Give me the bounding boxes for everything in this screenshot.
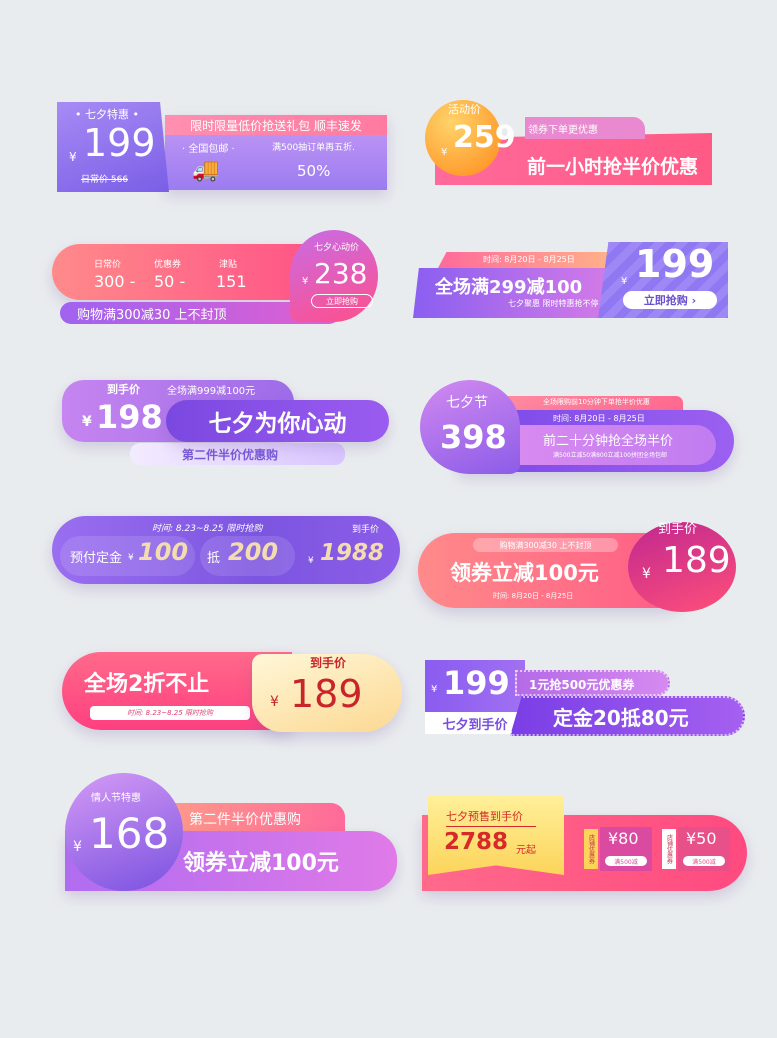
headline: 全场2折不止 xyxy=(84,672,210,697)
discount: 50% xyxy=(297,162,331,180)
top-label: 全场满999减100元 xyxy=(167,386,256,397)
shipping-label: · 全国包邮 · xyxy=(182,144,235,155)
banner-presale-2788: 七夕预售到手价 2788 元起 店铺优惠券 ¥80 满500减 店铺优惠券 ¥5… xyxy=(422,795,747,893)
currency: ¥ xyxy=(270,694,279,710)
price: 238 xyxy=(314,257,368,290)
headline: 前一小时抢半价优惠 xyxy=(527,156,699,178)
sub: 满500立减50满800立减100拼团全场包邮 xyxy=(553,452,667,459)
top-label: 全场限购前10分钟下单抢半价优惠 xyxy=(543,398,650,406)
label: 七夕到手价 xyxy=(425,712,525,734)
currency: ¥ xyxy=(308,556,314,566)
banner-presale-1988: 时间: 8.23~8.25 限时抢购 预付定金 ¥ 100 抵 200 到手价 … xyxy=(52,516,400,584)
coupon-condition: 满500减 xyxy=(683,856,725,866)
deposit-amount: 100 xyxy=(138,538,189,566)
price: 259 xyxy=(453,120,516,155)
label-daily: 日常价 xyxy=(94,260,122,270)
headline: 限时限量低价抢送礼包 顺丰速发 xyxy=(165,115,387,135)
label: 到手价 xyxy=(658,522,698,537)
promo-label: 满500抽订单再五折. xyxy=(272,143,356,153)
currency: ¥ xyxy=(69,150,77,164)
offset-label: 抵 xyxy=(207,551,221,566)
label: 到手价 xyxy=(107,383,140,396)
coupon-side-label: 店铺优惠券 xyxy=(662,829,676,869)
circle-label: 七夕心动价 xyxy=(314,243,360,253)
time: 时间: 8月20日 - 8月25日 xyxy=(553,414,645,423)
price: 2788 xyxy=(444,829,509,855)
value-daily: 300 - xyxy=(94,272,136,291)
banner-238: 购物满300减30 上不封顶 日常价 优惠券 津贴 300 - 50 - 151… xyxy=(52,230,378,326)
price: 189 xyxy=(290,672,363,716)
banner-168: 第二件半价优惠购 领券立减100元 情人节特惠 ¥ 168 xyxy=(65,773,397,893)
buy-now-button[interactable]: 立即抢购 › xyxy=(623,291,717,309)
headline: 前二十分钟抢全场半价 xyxy=(543,434,674,449)
price: 398 xyxy=(440,418,507,456)
sub: 七夕聚惠 限时特惠抢不停 xyxy=(508,299,599,308)
currency: ¥ xyxy=(302,276,309,287)
banner-198: 第二件半价优惠购 到手价 全场满999减100元 ¥ 198 七夕为你心动 xyxy=(62,378,392,466)
value-subsidy: 151 xyxy=(216,272,247,291)
currency: ¥ xyxy=(642,566,651,582)
coupon-side-label: 店铺优惠券 xyxy=(584,829,598,869)
top-label: 1元抢500元优惠券 xyxy=(529,678,635,692)
headline: 领券立减100元 xyxy=(183,851,339,876)
top-label: 购物满300减30 上不封顶 xyxy=(473,538,618,552)
price: 199 xyxy=(443,664,510,702)
time: 时间: 8.23~8.25 限时抢购 xyxy=(152,524,263,534)
footer: 第二件半价优惠购 xyxy=(182,448,279,462)
currency: ¥ xyxy=(621,276,628,287)
headline: 领券立减100元 xyxy=(450,561,599,585)
currency: ¥ xyxy=(431,684,438,695)
currency: ¥ xyxy=(441,147,448,158)
banner-20pct-189: 全场2折不止 时间: 8.23~8.25 限时抢购 到手价 ¥ 189 xyxy=(62,652,402,734)
price: 199 xyxy=(635,242,715,286)
headline: 全场满299减100 xyxy=(435,277,583,298)
price: 168 xyxy=(89,809,170,858)
coupon-value: ¥50 xyxy=(686,829,717,848)
price: 198 xyxy=(96,398,163,436)
banner-299-minus-100: 时间: 8月20日 - 8月25日 全场满299减100 七夕聚惠 限时特惠抢不… xyxy=(413,240,728,320)
banner-activity-259: 领券下单更优惠 前一小时抢半价优惠 活动价 ¥ 259 xyxy=(415,95,715,187)
price-suffix: 元起 xyxy=(516,845,536,856)
currency: ¥ xyxy=(128,553,134,563)
label-coupon: 优惠券 xyxy=(154,260,182,270)
tag: • 七夕特惠 • xyxy=(75,108,139,121)
label: 七夕节 xyxy=(446,395,488,411)
offset-amount: 200 xyxy=(228,538,279,566)
headline: 七夕为你心动 xyxy=(166,400,389,442)
banner-coupon-189: 购物满300减30 上不封顶 领券立减100元 时间: 8月20日 - 8月25… xyxy=(418,520,740,612)
label: 到手价 xyxy=(310,656,347,670)
headline: 定金20抵80元 xyxy=(553,706,689,730)
footer: 购物满300减30 上不封顶 xyxy=(77,308,227,323)
banner-qixi-199: 限时限量低价抢送礼包 顺丰速发 · 全国包邮 · 🚚 满500抽订单再五折. 5… xyxy=(57,102,387,192)
coupon-condition: 满500减 xyxy=(605,856,647,866)
value-coupon: 50 - xyxy=(154,272,186,291)
deposit-label: 预付定金 xyxy=(70,551,123,566)
tag: 情人节特惠 xyxy=(91,793,141,804)
currency: ¥ xyxy=(82,414,92,430)
label-subsidy: 津贴 xyxy=(219,260,238,270)
original-price: 日常价 566 xyxy=(81,175,129,185)
buy-now-button[interactable]: 立即抢购 xyxy=(311,294,373,308)
truck-icon: 🚚 xyxy=(192,158,220,183)
price: 189 xyxy=(662,540,731,581)
label: 活动价 xyxy=(448,103,481,116)
coupon-value: ¥80 xyxy=(608,829,639,848)
time: 时间: 8月20日 - 8月25日 xyxy=(483,255,575,264)
coupon[interactable]: 店铺优惠券 ¥50 满500减 xyxy=(662,827,730,871)
final-price: 1988 xyxy=(320,540,385,566)
banner-398: 全场限购前10分钟下单抢半价优惠 时间: 8月20日 - 8月25日 前二十分钟… xyxy=(418,380,736,474)
label: 七夕预售到手价 xyxy=(446,810,523,823)
final-label: 到手价 xyxy=(352,525,380,535)
time: 时间: 8月20日 - 8月25日 xyxy=(493,592,574,600)
currency: ¥ xyxy=(73,839,82,855)
coupon[interactable]: 店铺优惠券 ¥80 满500减 xyxy=(584,827,652,871)
price: 199 xyxy=(83,121,156,165)
sub-label: 领券下单更优惠 xyxy=(528,125,598,136)
time: 时间: 8.23~8.25 限时抢购 xyxy=(90,706,250,720)
banner-deposit-20-80: ¥ 199 七夕到手价 1元抢500元优惠券 定金20抵80元 xyxy=(425,660,745,736)
top-label: 第二件半价优惠购 xyxy=(189,812,301,828)
